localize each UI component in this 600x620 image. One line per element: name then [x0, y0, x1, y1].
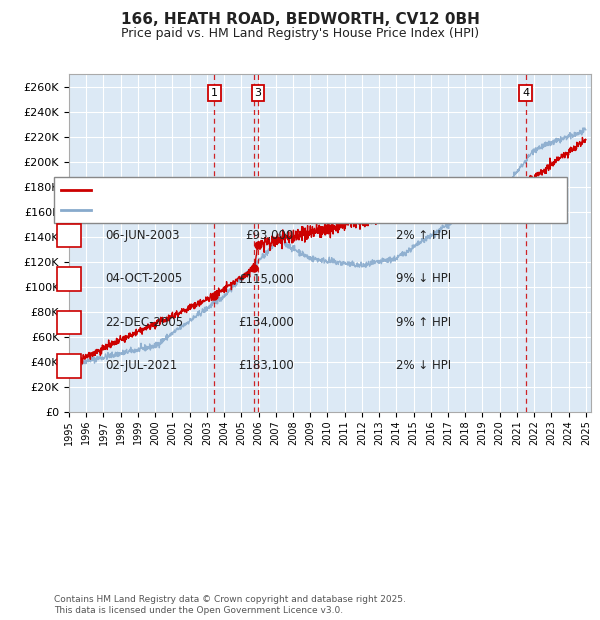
Text: 02-JUL-2021: 02-JUL-2021: [105, 360, 177, 372]
Text: £183,100: £183,100: [238, 360, 294, 372]
Text: 166, HEATH ROAD, BEDWORTH, CV12 0BH: 166, HEATH ROAD, BEDWORTH, CV12 0BH: [121, 12, 479, 27]
Text: 9% ↑ HPI: 9% ↑ HPI: [396, 316, 451, 329]
Text: 2: 2: [65, 273, 73, 285]
Text: 3: 3: [254, 88, 262, 98]
Text: 04-OCT-2005: 04-OCT-2005: [105, 273, 182, 285]
Text: £134,000: £134,000: [238, 316, 294, 329]
Text: 06-JUN-2003: 06-JUN-2003: [105, 229, 179, 242]
Text: 3: 3: [65, 316, 73, 329]
Text: £93,000: £93,000: [246, 229, 294, 242]
Text: 9% ↓ HPI: 9% ↓ HPI: [396, 273, 451, 285]
Text: £115,000: £115,000: [238, 273, 294, 285]
Text: 4: 4: [65, 360, 73, 372]
Text: 2% ↓ HPI: 2% ↓ HPI: [396, 360, 451, 372]
Text: 166, HEATH ROAD, BEDWORTH, CV12 0BH (semi-detached house): 166, HEATH ROAD, BEDWORTH, CV12 0BH (sem…: [96, 185, 440, 195]
Text: 22-DEC-2005: 22-DEC-2005: [105, 316, 183, 329]
Text: 1: 1: [65, 229, 73, 242]
Text: HPI: Average price, semi-detached house, Nuneaton and Bedworth: HPI: Average price, semi-detached house,…: [96, 205, 445, 215]
Text: 2% ↑ HPI: 2% ↑ HPI: [396, 229, 451, 242]
Text: 4: 4: [522, 88, 529, 98]
Text: Price paid vs. HM Land Registry's House Price Index (HPI): Price paid vs. HM Land Registry's House …: [121, 27, 479, 40]
Text: 1: 1: [211, 88, 218, 98]
Text: Contains HM Land Registry data © Crown copyright and database right 2025.
This d: Contains HM Land Registry data © Crown c…: [54, 595, 406, 614]
